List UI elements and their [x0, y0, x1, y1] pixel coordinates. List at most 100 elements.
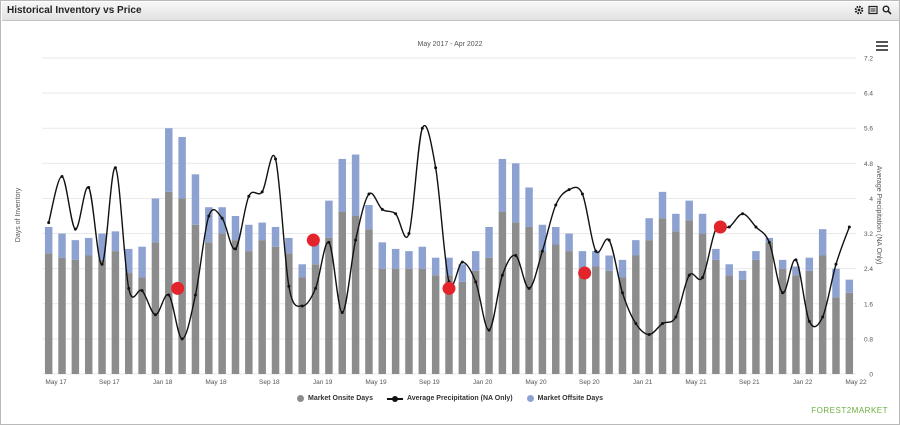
offsite-bar[interactable] [805, 257, 814, 271]
onsite-bar[interactable] [418, 268, 427, 374]
offsite-bar[interactable] [605, 255, 613, 271]
offsite-bar[interactable] [618, 259, 627, 278]
precipitation-point[interactable] [340, 311, 344, 315]
onsite-bar[interactable] [525, 226, 533, 374]
onsite-bar[interactable] [258, 240, 266, 374]
precipitation-point[interactable] [220, 216, 224, 220]
offsite-bar[interactable] [71, 240, 80, 260]
offsite-bar[interactable] [245, 224, 253, 252]
offsite-bar[interactable] [351, 154, 360, 216]
onsite-bar[interactable] [765, 242, 773, 374]
onsite-bar[interactable] [231, 240, 240, 374]
offsite-bar[interactable] [832, 268, 840, 298]
precipitation-point[interactable] [327, 240, 331, 244]
onsite-bar[interactable] [498, 211, 507, 374]
precipitation-point[interactable] [207, 214, 211, 218]
onsite-bar[interactable] [338, 211, 346, 374]
onsite-bar[interactable] [98, 259, 106, 374]
precipitation-point[interactable] [180, 337, 184, 341]
offsite-bar[interactable] [552, 226, 560, 245]
onsite-bar[interactable] [485, 257, 493, 374]
onsite-bar[interactable] [311, 264, 320, 374]
offsite-bar[interactable] [498, 158, 507, 212]
onsite-bar[interactable] [285, 253, 293, 374]
onsite-bar[interactable] [538, 251, 547, 374]
precipitation-point[interactable] [367, 192, 371, 196]
precipitation-point[interactable] [73, 227, 77, 231]
onsite-bar[interactable] [818, 255, 827, 375]
offsite-bar[interactable] [685, 200, 693, 221]
offsite-bar[interactable] [391, 248, 400, 269]
precipitation-point[interactable] [247, 194, 251, 198]
price-marker[interactable] [171, 281, 185, 295]
precipitation-point[interactable] [754, 225, 758, 229]
onsite-bar[interactable] [792, 275, 800, 374]
onsite-bar[interactable] [845, 292, 854, 374]
offsite-bar[interactable] [98, 233, 106, 260]
precipitation-point[interactable] [300, 304, 304, 308]
offsite-bar[interactable] [365, 205, 373, 230]
onsite-bar[interactable] [378, 268, 387, 374]
onsite-bar[interactable] [391, 268, 400, 374]
onsite-bar[interactable] [738, 279, 747, 374]
precipitation-point[interactable] [514, 254, 518, 257]
onsite-bar[interactable] [832, 297, 840, 374]
onsite-bar[interactable] [672, 231, 680, 374]
offsite-bar[interactable] [565, 233, 573, 252]
precipitation-point[interactable] [167, 293, 171, 297]
offsite-bar[interactable] [44, 226, 53, 254]
offsite-bar[interactable] [271, 226, 280, 247]
precipitation-point[interactable] [380, 207, 384, 211]
precipitation-point[interactable] [434, 166, 438, 170]
offsite-bar[interactable] [418, 246, 427, 269]
offsite-bar[interactable] [525, 187, 533, 227]
onsite-bar[interactable] [565, 251, 573, 374]
precipitation-point[interactable] [527, 286, 531, 290]
offsite-bar[interactable] [485, 226, 493, 258]
price-marker[interactable] [442, 281, 456, 295]
offsite-bar[interactable] [258, 222, 266, 241]
onsite-bar[interactable] [325, 237, 333, 374]
precipitation-point[interactable] [661, 322, 665, 326]
onsite-bar[interactable] [205, 242, 213, 374]
price-marker[interactable] [713, 220, 727, 234]
precipitation-point[interactable] [127, 286, 131, 290]
precipitation-point[interactable] [540, 249, 544, 253]
onsite-bar[interactable] [365, 229, 373, 374]
precipitation-point[interactable] [113, 166, 117, 170]
price-marker[interactable] [578, 266, 592, 280]
export-icon[interactable] [867, 4, 879, 16]
offsite-bar[interactable] [125, 248, 133, 274]
hamburger-menu-icon[interactable] [876, 41, 888, 51]
precipitation-point[interactable] [620, 291, 624, 295]
offsite-bar[interactable] [191, 174, 200, 225]
offsite-bar[interactable] [151, 198, 160, 243]
precipitation-point[interactable] [140, 289, 144, 293]
precipitation-point[interactable] [647, 333, 651, 336]
onsite-bar[interactable] [685, 220, 693, 374]
precipitation-point[interactable] [100, 262, 104, 266]
precipitation-point[interactable] [487, 328, 491, 332]
price-marker[interactable] [306, 233, 320, 247]
offsite-bar[interactable] [672, 213, 680, 232]
onsite-bar[interactable] [138, 277, 146, 374]
offsite-bar[interactable] [378, 242, 387, 269]
precipitation-point[interactable] [287, 284, 291, 288]
onsite-bar[interactable] [245, 251, 253, 374]
onsite-bar[interactable] [218, 233, 226, 374]
onsite-bar[interactable] [712, 259, 720, 374]
onsite-bar[interactable] [658, 218, 667, 374]
precipitation-point[interactable] [674, 315, 678, 319]
precipitation-point[interactable] [767, 240, 771, 244]
offsite-bar[interactable] [471, 251, 480, 271]
offsite-bar[interactable] [111, 231, 120, 252]
offsite-bar[interactable] [538, 224, 547, 252]
offsite-bar[interactable] [218, 207, 226, 234]
legend-offsite[interactable]: Market Offsite Days [526, 395, 603, 402]
offsite-bar[interactable] [311, 242, 320, 265]
precipitation-point[interactable] [567, 188, 571, 192]
precipitation-point[interactable] [233, 247, 237, 251]
gear-icon[interactable] [853, 4, 865, 16]
onsite-bar[interactable] [125, 273, 133, 374]
onsite-bar[interactable] [578, 268, 587, 374]
